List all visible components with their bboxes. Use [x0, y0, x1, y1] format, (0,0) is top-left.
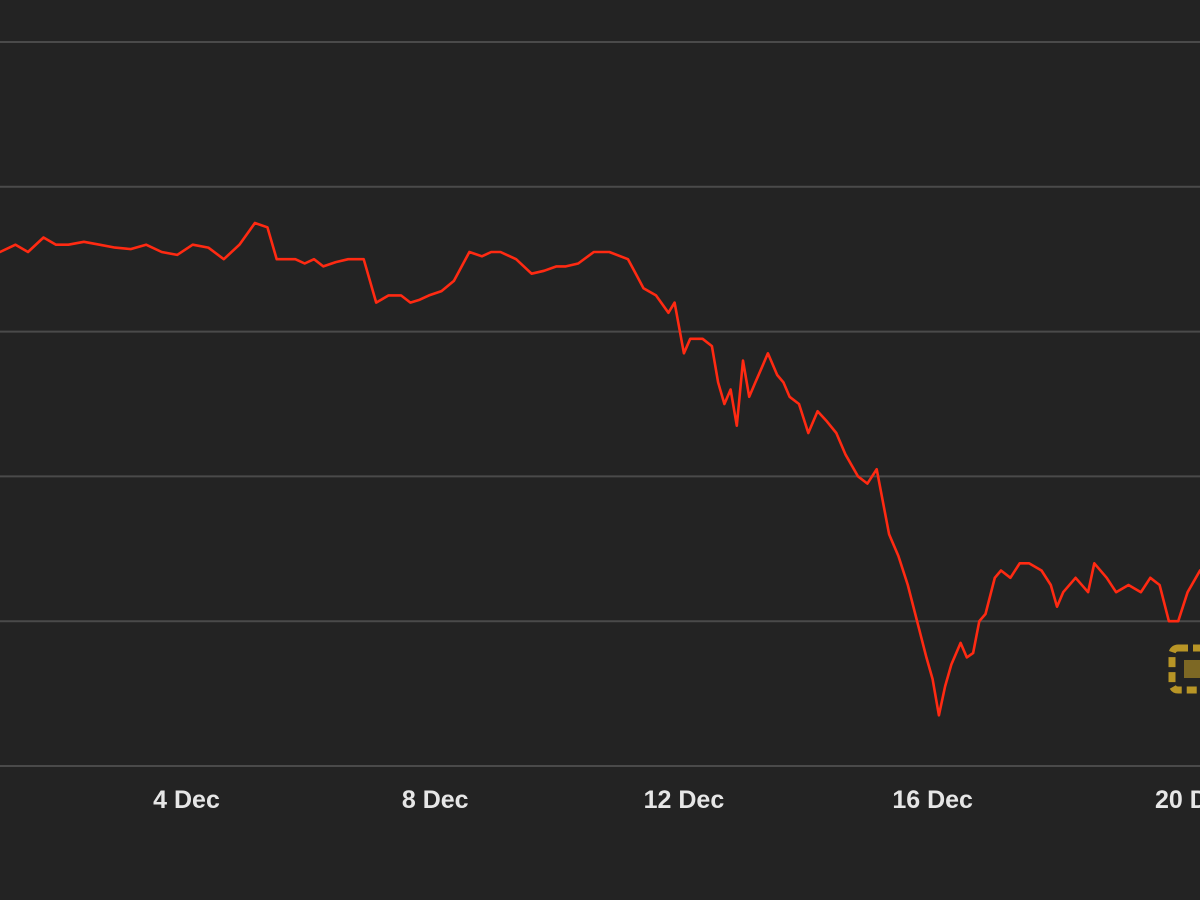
brand-logo [1168, 644, 1200, 694]
series-line-0 [0, 221, 1200, 717]
gridlines [0, 41, 1200, 767]
x-axis-ticks: 4 Dec 8 Dec 12 Dec 16 Dec 20 D [153, 786, 1200, 814]
logo-icon [1168, 644, 1200, 694]
x-tick-label: 12 Dec [644, 786, 725, 814]
x-tick-label: 16 Dec [892, 786, 973, 814]
x-tick-label: 4 Dec [153, 786, 220, 814]
x-tick-label: 20 D [1155, 786, 1200, 814]
series-layer [0, 221, 1200, 717]
x-tick-label: 8 Dec [402, 786, 469, 814]
